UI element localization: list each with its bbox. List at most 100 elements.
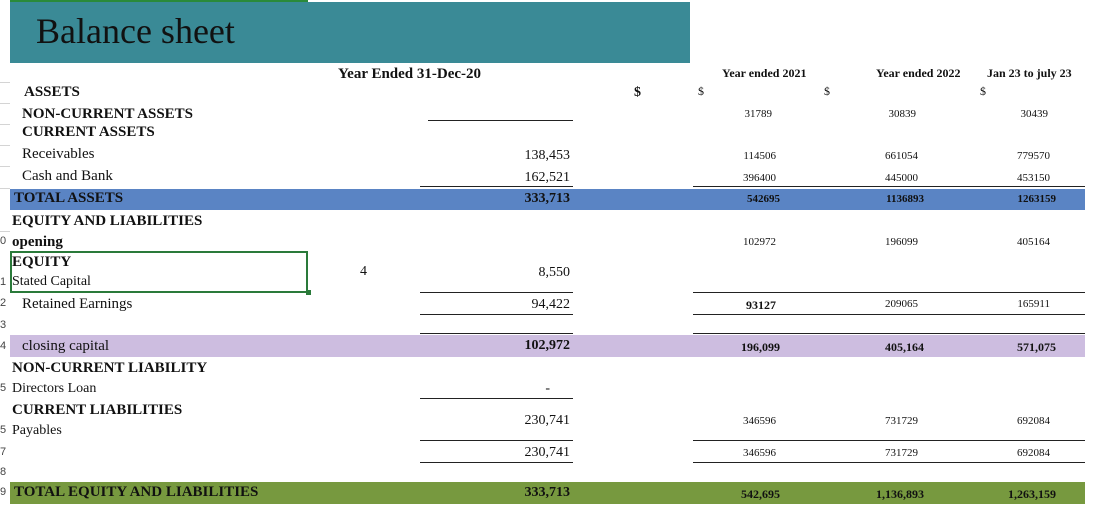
cell-subtotal-2022[interactable]: 731729 bbox=[885, 447, 918, 459]
cell-payables-2021[interactable]: 346596 bbox=[743, 415, 776, 427]
header-year-2020[interactable]: Year Ended 31-Dec-20 bbox=[338, 66, 482, 82]
currency-symbol[interactable]: $ bbox=[634, 85, 641, 100]
cell-subtotal-2021[interactable]: 346596 bbox=[743, 447, 776, 459]
row-number[interactable]: 7 bbox=[0, 446, 7, 458]
label-assets[interactable]: ASSETS bbox=[24, 84, 80, 100]
cell-subtotal-23[interactable]: 692084 bbox=[1017, 447, 1050, 459]
row-number[interactable]: 2 bbox=[0, 297, 7, 309]
cell-border bbox=[693, 314, 1085, 315]
gutter-gridline bbox=[0, 124, 10, 125]
cell-retained-2020[interactable]: 94,422 bbox=[531, 297, 571, 312]
currency-symbol[interactable]: $ bbox=[824, 84, 830, 98]
label-retained-earnings[interactable]: Retained Earnings bbox=[22, 296, 133, 312]
column-selection-indicator bbox=[10, 0, 308, 2]
total-assets-row[interactable]: TOTAL ASSETS 333,713 542695 1136893 1263… bbox=[10, 189, 1085, 210]
gutter-gridline bbox=[0, 188, 10, 189]
title-banner[interactable]: Balance sheet bbox=[10, 2, 690, 63]
row-number[interactable]: 8 bbox=[0, 466, 7, 478]
currency-symbol[interactable]: $ bbox=[980, 84, 986, 98]
total-equity-liabilities-row[interactable]: TOTAL EQUITY AND LIABILITIES 333,713 542… bbox=[10, 482, 1085, 504]
gutter-gridline bbox=[0, 145, 10, 146]
label-equity[interactable]: EQUITY bbox=[12, 254, 72, 270]
cell-border bbox=[428, 120, 573, 121]
row-number[interactable]: 5 bbox=[0, 424, 7, 436]
label-directors-loan[interactable]: Directors Loan bbox=[12, 381, 97, 396]
label-non-current-assets[interactable]: NON-CURRENT ASSETS bbox=[22, 106, 194, 122]
header-jan-july-23[interactable]: Jan 23 to july 23 bbox=[987, 66, 1072, 80]
gutter-gridline bbox=[0, 82, 10, 83]
cell-closing-2022: 405,164 bbox=[885, 340, 924, 354]
cell-cash-2021[interactable]: 396400 bbox=[743, 172, 776, 184]
label-cash-and-bank[interactable]: Cash and Bank bbox=[22, 168, 113, 184]
row-number[interactable]: 0 bbox=[0, 235, 7, 247]
row-number[interactable]: 4 bbox=[0, 340, 7, 352]
label-current-assets[interactable]: CURRENT ASSETS bbox=[22, 124, 155, 140]
label-receivables[interactable]: Receivables bbox=[22, 146, 95, 162]
cell-closing-2020: 102,972 bbox=[524, 338, 571, 353]
currency-symbol[interactable]: $ bbox=[698, 84, 704, 98]
cell-payables-23[interactable]: 692084 bbox=[1017, 415, 1050, 427]
cell-border bbox=[420, 440, 573, 441]
cell-cash-2020[interactable]: 162,521 bbox=[524, 170, 571, 185]
cell-total-assets-2021: 542695 bbox=[747, 193, 780, 205]
cell-opening-2022[interactable]: 196099 bbox=[885, 236, 918, 248]
label-non-current-liability[interactable]: NON-CURRENT LIABILITY bbox=[12, 360, 208, 376]
fill-handle[interactable] bbox=[306, 290, 311, 295]
cell-retained-2022[interactable]: 209065 bbox=[885, 298, 918, 310]
label-total-assets: TOTAL ASSETS bbox=[14, 190, 124, 206]
label-equity-and-liabilities[interactable]: EQUITY AND LIABILITIES bbox=[12, 213, 203, 229]
cell-closing-23: 571,075 bbox=[1017, 340, 1056, 354]
cell-payables-2020[interactable]: 230,741 bbox=[524, 413, 571, 428]
cell-nca-23[interactable]: 30439 bbox=[1020, 108, 1049, 120]
gutter-gridline bbox=[0, 103, 10, 104]
cell-directors-loan-2020[interactable]: - bbox=[545, 381, 550, 396]
cell-receivables-2021[interactable]: 114506 bbox=[743, 150, 776, 162]
cell-receivables-2020[interactable]: 138,453 bbox=[524, 148, 571, 163]
cell-stated-capital-2020[interactable]: 8,550 bbox=[538, 265, 571, 280]
cell-total-assets-2020: 333,713 bbox=[524, 191, 571, 206]
cell-cash-23[interactable]: 453150 bbox=[1017, 172, 1050, 184]
cell-border bbox=[420, 314, 573, 315]
label-payables[interactable]: Payables bbox=[12, 423, 62, 438]
cell-stated-capital-note[interactable]: 4 bbox=[360, 264, 367, 279]
cell-border bbox=[420, 333, 573, 334]
cell-subtotal-2020[interactable]: 230,741 bbox=[524, 445, 571, 460]
cell-nca-2021[interactable]: 31789 bbox=[744, 108, 773, 120]
cell-opening-23[interactable]: 405164 bbox=[1017, 236, 1050, 248]
cell-cash-2022[interactable]: 445000 bbox=[885, 172, 918, 184]
label-total-equity-liabilities: TOTAL EQUITY AND LIABILITIES bbox=[14, 484, 259, 500]
label-closing-capital: closing capital bbox=[22, 338, 110, 354]
cell-border bbox=[693, 292, 1085, 293]
label-current-liabilities[interactable]: CURRENT LIABILITIES bbox=[12, 402, 183, 418]
cell-opening-2021[interactable]: 102972 bbox=[743, 236, 776, 248]
cell-total-el-2021: 542,695 bbox=[741, 487, 780, 501]
gutter-gridline bbox=[0, 231, 10, 232]
cell-nca-2022[interactable]: 30839 bbox=[888, 108, 917, 120]
cell-border bbox=[420, 398, 573, 399]
cell-total-el-2022: 1,136,893 bbox=[876, 487, 924, 501]
sheet-title: Balance sheet bbox=[36, 11, 235, 51]
selected-cell[interactable] bbox=[10, 251, 308, 293]
cell-retained-23[interactable]: 165911 bbox=[1017, 298, 1050, 310]
row-number[interactable]: 9 bbox=[0, 486, 7, 498]
cell-receivables-2022[interactable]: 661054 bbox=[885, 150, 918, 162]
label-stated-capital[interactable]: Stated Capital bbox=[12, 274, 91, 289]
cell-border bbox=[420, 292, 573, 293]
cell-payables-2022[interactable]: 731729 bbox=[885, 415, 918, 427]
cell-border bbox=[693, 333, 1085, 334]
row-number[interactable]: 3 bbox=[0, 319, 7, 331]
cell-receivables-23[interactable]: 779570 bbox=[1017, 150, 1050, 162]
header-year-2022[interactable]: Year ended 2022 bbox=[876, 66, 961, 80]
header-year-2021[interactable]: Year ended 2021 bbox=[722, 66, 807, 80]
label-opening[interactable]: opening bbox=[12, 234, 63, 250]
cell-total-el-23: 1,263,159 bbox=[1008, 487, 1056, 501]
row-number[interactable]: 1 bbox=[0, 276, 7, 288]
row-number[interactable]: 5 bbox=[0, 382, 7, 394]
cell-total-assets-2022: 1136893 bbox=[886, 193, 924, 205]
cell-retained-2021[interactable]: 93127 bbox=[746, 298, 776, 312]
cell-closing-2021: 196,099 bbox=[741, 340, 780, 354]
cell-border bbox=[693, 462, 1085, 463]
cell-border bbox=[693, 186, 1085, 187]
closing-capital-row[interactable]: closing capital 102,972 196,099 405,164 … bbox=[10, 335, 1085, 357]
cell-border bbox=[693, 440, 1085, 441]
